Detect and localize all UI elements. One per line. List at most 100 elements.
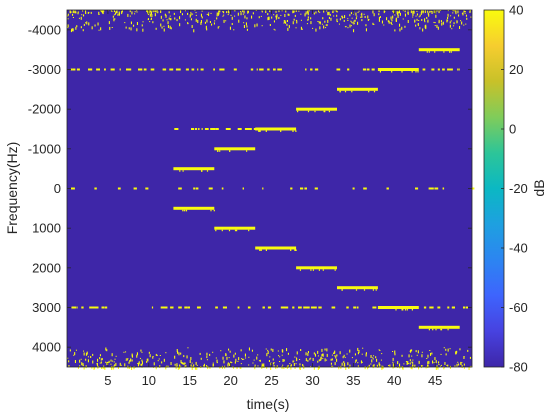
noise-speck	[383, 24, 385, 26]
noise-speck	[331, 354, 333, 356]
noise-speck	[349, 349, 351, 353]
noise-speck	[295, 357, 297, 359]
noise-speck	[386, 187, 389, 190]
noise-speck	[361, 12, 363, 16]
chart-marks	[67, 10, 475, 370]
noise-speck	[193, 29, 195, 33]
noise-speck	[278, 355, 280, 357]
noise-speck	[227, 362, 229, 365]
noise-speck	[412, 10, 414, 12]
noise-speck	[368, 364, 370, 367]
noise-speck	[289, 363, 291, 364]
noise-speck	[468, 367, 470, 370]
noise-speck	[76, 306, 78, 309]
noise-speck	[458, 14, 460, 17]
noise-speck	[307, 352, 309, 356]
noise-speck	[456, 20, 458, 24]
noise-speck	[270, 363, 272, 366]
noise-speck	[314, 353, 316, 357]
noise-speck	[190, 18, 192, 21]
noise-speck	[469, 356, 471, 359]
noise-speck	[292, 21, 294, 25]
noise-speck	[73, 354, 75, 356]
noise-speck	[347, 20, 349, 21]
noise-speck	[69, 349, 71, 352]
noise-speck	[225, 20, 227, 22]
noise-speck	[336, 354, 338, 357]
noise-speck	[435, 14, 437, 18]
noise-speck	[326, 10, 328, 12]
noise-speck	[290, 366, 292, 370]
noise-speck	[256, 68, 258, 71]
noise-speck	[252, 362, 254, 364]
noise-speck	[470, 365, 472, 367]
noise-speck	[228, 348, 230, 351]
noise-speck	[431, 11, 433, 14]
noise-speck	[136, 352, 138, 356]
y-tick-label: 1000	[32, 221, 61, 236]
noise-speck	[126, 358, 128, 361]
noise-speck	[125, 358, 127, 360]
noise-speck	[160, 10, 162, 13]
noise-speck	[98, 11, 100, 15]
noise-speck	[267, 13, 269, 16]
noise-speck	[174, 17, 176, 20]
noise-speck	[399, 363, 401, 367]
noise-speck	[304, 13, 306, 17]
y-tick-label: 3000	[32, 300, 61, 315]
noise-speck	[72, 17, 74, 18]
noise-speck	[379, 363, 381, 367]
noise-speck	[349, 24, 351, 28]
tone-segment	[296, 107, 337, 111]
noise-speck	[99, 354, 101, 357]
noise-speck	[427, 354, 429, 358]
noise-speck	[283, 359, 285, 362]
noise-speck	[176, 349, 178, 352]
tone-segment	[296, 266, 337, 270]
noise-speck	[320, 358, 322, 361]
noise-speck	[415, 24, 417, 27]
noise-speck	[244, 15, 246, 19]
noise-speck	[290, 365, 292, 368]
noise-speck	[312, 358, 314, 361]
noise-speck	[325, 27, 327, 29]
tone-speck	[432, 328, 434, 331]
noise-speck	[167, 21, 169, 25]
noise-speck	[114, 364, 116, 367]
noise-speck	[426, 358, 428, 359]
noise-speck	[424, 10, 426, 13]
noise-speck	[147, 358, 149, 362]
noise-speck	[269, 24, 271, 26]
noise-speck	[270, 348, 272, 351]
axes: 5 10 15 20 25 30 35 40 45 -4000 -3000 -2000 -1000 0 10…	[28, 9, 473, 388]
noise-speck	[67, 357, 69, 359]
noise-speck	[75, 349, 77, 351]
tone-segment	[255, 246, 297, 250]
tone-speck	[449, 51, 451, 53]
noise-speck	[127, 13, 129, 17]
noise-speck	[299, 367, 301, 370]
noise-speck	[421, 351, 423, 353]
noise-speck	[86, 351, 88, 355]
colorbar-label: dB	[531, 179, 547, 196]
noise-speck	[357, 11, 359, 13]
noise-speck	[136, 10, 138, 12]
noise-speck	[174, 363, 176, 366]
noise-speck	[457, 68, 459, 71]
noise-speck	[366, 68, 370, 71]
noise-speck	[436, 10, 438, 12]
tone-speck	[406, 309, 408, 311]
noise-speck	[101, 358, 103, 361]
noise-speck	[205, 25, 207, 29]
tone-speck	[246, 150, 248, 152]
tone-speck	[310, 269, 312, 271]
noise-speck	[231, 16, 233, 20]
noise-speck	[244, 128, 249, 130]
noise-speck	[464, 11, 466, 13]
noise-speck	[319, 26, 321, 30]
noise-speck	[391, 19, 393, 22]
noise-speck	[133, 366, 135, 370]
noise-speck	[170, 306, 174, 309]
noise-speck	[137, 363, 139, 364]
noise-speck	[435, 10, 437, 13]
